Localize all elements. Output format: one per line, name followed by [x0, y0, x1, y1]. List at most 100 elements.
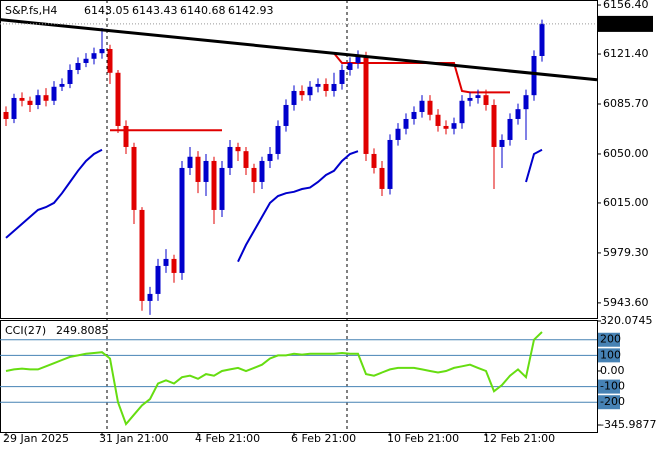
candle-body	[139, 209, 145, 301]
candle-body	[3, 111, 9, 119]
candle-body	[371, 153, 377, 168]
candle-body	[35, 95, 41, 105]
ohlc-open: 6143.05	[84, 4, 130, 17]
y-tick-label: 5943.60	[603, 296, 649, 309]
ohlc-high: 6143.43	[132, 4, 178, 17]
cci-level-box	[598, 348, 620, 363]
candle-body	[291, 90, 297, 105]
candle-body	[523, 95, 529, 110]
cci-title: CCI(27)	[5, 324, 46, 337]
candle-body	[507, 118, 513, 140]
cci-tick-label: 0.00	[600, 364, 625, 377]
candle-body	[211, 160, 217, 210]
candle-body	[459, 100, 465, 124]
y-tick-label: 6050.00	[603, 147, 649, 160]
candle-body	[155, 265, 161, 294]
candle-body	[403, 118, 409, 129]
candle-body	[227, 146, 233, 168]
candle-body	[539, 23, 545, 56]
ohlc-low: 6140.68	[180, 4, 226, 17]
candle-body	[115, 72, 121, 126]
candle-body	[339, 69, 345, 84]
candle-body	[515, 109, 521, 119]
candle-body	[443, 125, 449, 129]
cci-tick-label: 100	[600, 348, 621, 361]
candle-body	[411, 111, 417, 119]
candle-body	[99, 48, 105, 54]
candle-body	[67, 69, 73, 84]
candle-body	[203, 160, 209, 182]
cci-tick-label: -100	[600, 380, 625, 393]
candle-body	[43, 95, 49, 101]
cci-line	[5, 331, 543, 427]
y-tick-label: 6085.70	[603, 97, 649, 110]
cci-tick-label: 320.0745	[600, 314, 653, 327]
candle-body	[299, 90, 305, 96]
main-panel	[0, 0, 598, 319]
y-tick-label: 6156.40	[603, 0, 649, 11]
cci-tick-label: -345.9877	[600, 418, 656, 431]
candle-body	[347, 62, 353, 70]
cci-panel	[0, 320, 598, 433]
candle-body	[499, 139, 505, 147]
support-line	[5, 148, 543, 263]
candle-body	[395, 128, 401, 140]
candle-body	[355, 55, 361, 63]
trendline	[0, 18, 598, 82]
candle-body	[235, 146, 241, 152]
candle-body	[19, 97, 25, 101]
cci-level-box	[598, 395, 620, 410]
candle-body	[195, 156, 201, 182]
candle-body	[179, 167, 185, 273]
candle-body	[219, 167, 225, 210]
x-tick-label: 6 Feb 21:00	[291, 432, 356, 445]
candle-body	[131, 146, 137, 210]
candle-body	[107, 48, 113, 73]
candle-body	[467, 97, 473, 101]
candle-body	[83, 58, 89, 63]
y-tick-label: 5979.30	[603, 246, 649, 259]
candle-body	[51, 86, 57, 101]
x-tick-label: 29 Jan 2025	[3, 432, 69, 445]
x-tick-label: 12 Feb 21:00	[483, 432, 555, 445]
last-price-label: 6142.93	[601, 17, 647, 30]
x-tick-label: 31 Jan 21:00	[99, 432, 169, 445]
candle-body	[427, 100, 433, 115]
candle-body	[315, 83, 321, 87]
candle-body	[475, 95, 481, 98]
cci-last: 249.8085	[56, 324, 109, 337]
cci-tick-label: -200	[600, 395, 625, 408]
candle-body	[171, 258, 177, 273]
candle-body	[243, 151, 249, 168]
candle-body	[323, 83, 329, 91]
cci-level-box	[598, 332, 620, 347]
cci-tick-label: 200	[600, 333, 621, 346]
candle-body	[251, 167, 257, 182]
last-price-box	[598, 15, 653, 32]
candle-body	[275, 125, 281, 154]
candle-body	[59, 83, 65, 87]
candle-body	[379, 167, 385, 189]
y-tick-label: 6015.00	[603, 196, 649, 209]
candle-body	[451, 123, 457, 129]
candle-body	[419, 100, 425, 112]
candle-body	[123, 125, 129, 147]
candle-body	[531, 55, 537, 96]
candle-body	[11, 97, 17, 119]
candle-body	[163, 258, 169, 266]
candle-body	[187, 156, 193, 168]
candle-body	[387, 139, 393, 189]
candle-body	[75, 62, 81, 70]
candle-body	[267, 153, 273, 161]
cci-level-box	[598, 379, 620, 394]
symbol-title: S&P.fs,H4	[5, 4, 57, 17]
candle-body	[435, 114, 441, 126]
candle-body	[283, 104, 289, 126]
candle-body	[331, 83, 337, 91]
candle-body	[147, 293, 153, 301]
candle-body	[483, 95, 489, 105]
candle-body	[363, 55, 369, 154]
candle-body	[91, 53, 97, 59]
candle-body	[491, 104, 497, 147]
